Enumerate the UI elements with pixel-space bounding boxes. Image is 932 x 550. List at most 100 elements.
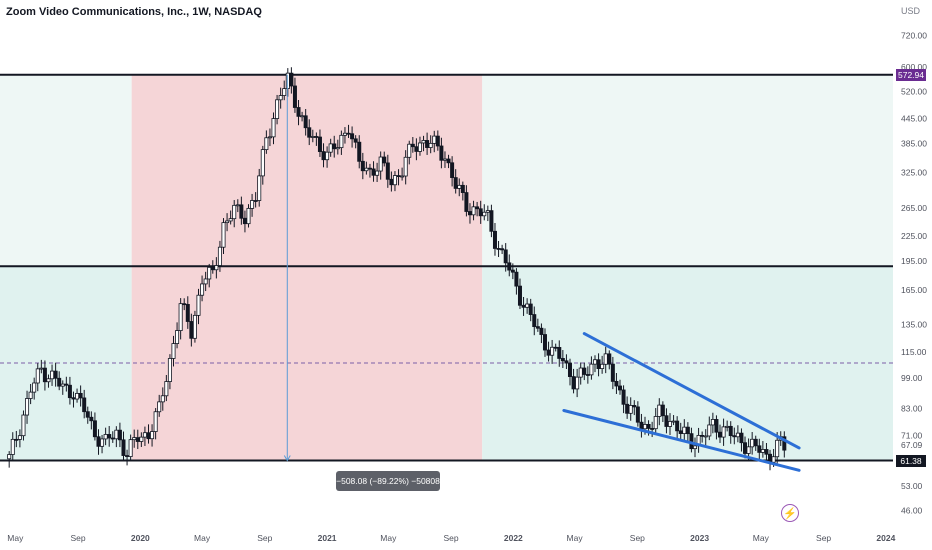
candle-body (721, 426, 726, 438)
candle-body (339, 134, 344, 149)
chart-title: Zoom Video Communications, Inc., 1W, NAS… (6, 6, 262, 18)
y-tick-label: 135.00 (901, 319, 927, 329)
zone-1 (131, 74, 483, 461)
candle-body (10, 438, 15, 455)
candle-body (457, 184, 462, 189)
candle-body (321, 151, 326, 161)
candle-body (125, 455, 130, 457)
candle-body (496, 248, 501, 250)
candle-body (196, 294, 201, 316)
candle-body (557, 347, 562, 359)
measure-label: −508.08 (−89.22%) −50808 (336, 471, 440, 491)
candle-body (500, 248, 505, 251)
x-tick-label: May (7, 533, 24, 543)
candle-body (53, 370, 58, 379)
candle-body (389, 178, 394, 186)
candle-body (157, 401, 162, 413)
candle-body (385, 162, 390, 180)
candle-body (517, 285, 522, 306)
candle-body (25, 398, 30, 416)
candle-body (135, 437, 140, 442)
candle-body (510, 269, 515, 273)
candle-body (567, 362, 572, 377)
candle-body (89, 416, 94, 422)
candlestick-series (7, 67, 787, 471)
candle-body (750, 438, 755, 448)
candle-body (592, 359, 597, 365)
candle-body (7, 454, 12, 460)
candle-body (200, 283, 205, 296)
zone-upper-0 (0, 74, 132, 267)
candle-body (260, 149, 265, 177)
candle-body (217, 246, 222, 266)
candle-body (275, 99, 280, 119)
candle-body (653, 416, 658, 430)
candle-body (103, 434, 108, 440)
candle-body (207, 266, 212, 280)
candle-body (139, 436, 144, 442)
y-tick-label: 195.00 (901, 256, 927, 266)
candle-body (643, 424, 648, 430)
candle-body (110, 437, 115, 440)
y-tick-label: 115.00 (901, 347, 927, 357)
candle-body (743, 442, 748, 454)
candle-body (628, 405, 633, 414)
candle-body (300, 115, 305, 118)
zone-layer (0, 74, 893, 461)
candle-body (64, 383, 69, 386)
candle-body (664, 415, 669, 427)
candle-body (225, 220, 230, 224)
candle-body (782, 436, 787, 451)
candle-body (367, 167, 372, 170)
x-tick-label: May (567, 533, 584, 543)
candle-body (464, 192, 469, 212)
candle-body (707, 424, 712, 437)
y-tick-label: 46.00 (901, 505, 923, 515)
candle-body (475, 206, 480, 210)
candle-body (421, 140, 426, 144)
candle-body (310, 136, 315, 138)
candle-body (596, 359, 601, 369)
candle-body (75, 392, 80, 400)
candle-body (303, 115, 308, 129)
candle-body (396, 175, 401, 178)
candle-body (710, 419, 715, 426)
candle-body (307, 127, 312, 138)
candle-body (50, 370, 55, 380)
candle-body (117, 429, 122, 441)
trendlines (562, 332, 801, 472)
y-tick-label: 71.00 (901, 430, 923, 440)
lightning-icon[interactable]: ⚡ (781, 504, 799, 522)
candle-body (528, 303, 533, 315)
candle-body (153, 411, 158, 432)
candle-body (646, 424, 651, 429)
x-tick-label: 2023 (690, 533, 709, 543)
candle-body (675, 420, 680, 432)
candle-body (142, 432, 147, 438)
x-tick-label: 2021 (318, 533, 337, 543)
trendline-1 (562, 408, 801, 472)
candle-body (289, 72, 294, 87)
candle-body (725, 425, 730, 428)
candle-body (425, 140, 430, 148)
candle-body (146, 432, 151, 440)
candle-body (550, 346, 555, 356)
candle-body (46, 378, 51, 383)
candle-body (746, 446, 751, 454)
candle-body (214, 265, 219, 271)
candle-body (232, 204, 237, 220)
y-tick-label: 445.00 (901, 113, 927, 123)
candle-body (150, 431, 155, 440)
candle-body (553, 346, 558, 349)
candle-body (317, 136, 322, 152)
candle-body (682, 426, 687, 434)
candle-body (407, 143, 412, 158)
candle-body (546, 349, 551, 356)
candle-body (768, 453, 773, 463)
y-tick-label: 53.00 (901, 481, 923, 491)
candle-body (121, 439, 126, 456)
candle-body (278, 95, 283, 101)
horizontal-lines (0, 73, 893, 462)
candle-body (589, 363, 594, 376)
